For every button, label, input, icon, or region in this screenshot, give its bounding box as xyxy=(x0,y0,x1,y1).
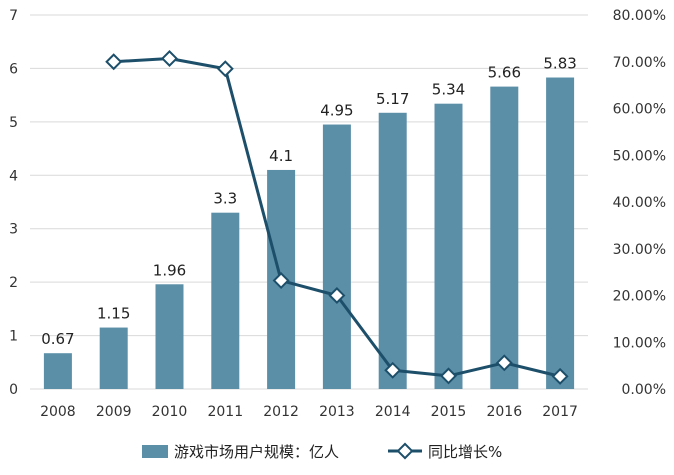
line-point xyxy=(440,367,457,385)
line-point xyxy=(161,49,178,67)
left-tick-label: 0 xyxy=(9,382,18,398)
legend-bar-swatch xyxy=(142,445,168,458)
x-tick-label: 2012 xyxy=(263,404,299,420)
right-tick-label: 70.00% xyxy=(613,55,666,71)
bar xyxy=(434,103,463,389)
right-tick-label: 60.00% xyxy=(613,102,666,118)
bar-data-label: 4.95 xyxy=(320,102,353,120)
right-tick-label: 50.00% xyxy=(613,148,666,164)
right-tick-label: 30.00% xyxy=(613,242,666,258)
x-tick-label: 2011 xyxy=(207,404,243,420)
bar xyxy=(322,124,351,390)
x-axis-ticks: 2008 2009 2010 2011 2012 2013 2014 2015 2016 2017 xyxy=(40,404,578,420)
bar-data-label: 1.96 xyxy=(153,261,186,279)
bar xyxy=(211,212,240,389)
left-tick-label: 2 xyxy=(9,275,18,291)
x-tick-label: 2014 xyxy=(375,404,411,420)
legend-line-label: 同比增长% xyxy=(428,443,502,461)
right-tick-label: 40.00% xyxy=(613,195,666,211)
right-tick-label: 20.00% xyxy=(613,289,666,305)
x-tick-label: 2008 xyxy=(40,404,76,420)
left-axis-ticks: 0 1 2 3 4 5 6 7 xyxy=(9,8,18,398)
bar-data-label: 1.15 xyxy=(97,305,130,323)
right-tick-label: 80.00% xyxy=(613,8,666,24)
line-point xyxy=(328,287,346,304)
bar-data-label: 5.17 xyxy=(376,90,409,108)
bar xyxy=(378,112,407,389)
x-tick-label: 2017 xyxy=(542,404,578,420)
left-tick-label: 3 xyxy=(9,222,18,238)
left-tick-label: 6 xyxy=(9,61,18,77)
bar-data-label: 4.1 xyxy=(269,147,293,165)
line-point xyxy=(384,361,402,379)
bar-data-labels: 0.67 1.15 1.96 3.3 4.1 4.95 5.17 5.34 5.66 5.83 xyxy=(41,55,577,349)
bar-series xyxy=(43,77,575,390)
bar xyxy=(43,353,72,389)
bar xyxy=(546,77,575,390)
legend-bar-label: 游戏市场用户规模：亿人 xyxy=(174,443,339,461)
left-tick-label: 1 xyxy=(9,329,18,345)
line-point xyxy=(495,354,513,372)
right-tick-label: 0.00% xyxy=(622,382,666,398)
x-tick-label: 2013 xyxy=(319,404,355,420)
x-tick-label: 2016 xyxy=(486,404,522,420)
left-tick-label: 7 xyxy=(9,8,18,24)
right-axis-ticks: 0.00% 10.00% 20.00% 30.00% 40.00% 50.00% 60.00… xyxy=(613,8,666,398)
bar-data-label: 3.3 xyxy=(213,190,237,208)
x-tick-label: 2010 xyxy=(152,404,188,420)
line-point xyxy=(551,367,569,385)
line-series xyxy=(105,49,569,385)
legend-line-marker xyxy=(396,442,414,460)
right-tick-label: 10.00% xyxy=(613,335,666,351)
bar xyxy=(155,284,184,389)
bar-data-label: 5.83 xyxy=(543,55,576,73)
bar-data-label: 5.34 xyxy=(432,81,465,99)
bar-data-label: 0.67 xyxy=(41,330,74,348)
legend: 游戏市场用户规模：亿人 同比增长% xyxy=(142,442,502,461)
bar xyxy=(99,327,128,389)
x-tick-label: 2015 xyxy=(431,404,467,420)
x-tick-label: 2009 xyxy=(96,404,132,420)
left-tick-label: 4 xyxy=(9,168,18,184)
line-point xyxy=(105,53,123,71)
bar-data-label: 5.66 xyxy=(488,64,521,82)
line-point xyxy=(272,272,290,290)
left-tick-label: 5 xyxy=(9,115,18,131)
bar xyxy=(490,86,519,389)
line-point xyxy=(216,60,234,78)
